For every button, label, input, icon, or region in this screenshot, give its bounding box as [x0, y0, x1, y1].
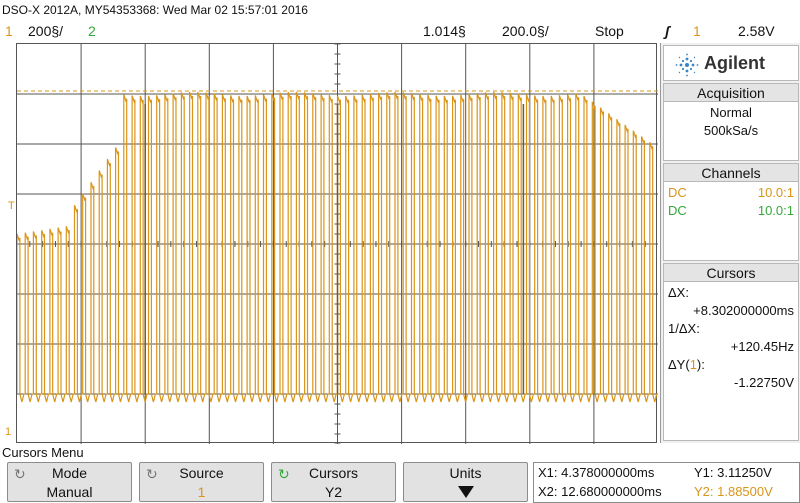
- instrument-info: DSO-X 2012A, MY54353368: Wed Mar 02 15:5…: [2, 3, 308, 17]
- cursors-value: Y2: [324, 484, 343, 500]
- timebase-value[interactable]: 1.014§: [423, 23, 466, 39]
- trigger-channel[interactable]: 1: [693, 23, 701, 39]
- ch1-setup-row: DC 10.0:1: [664, 184, 798, 202]
- brand-block: Agilent: [663, 45, 799, 81]
- ch2-probe: 10.0:1: [757, 203, 794, 218]
- mode-softkey[interactable]: ↻ Mode Manual: [7, 462, 132, 502]
- source-value: 1: [197, 484, 206, 500]
- trigger-level[interactable]: 2.58V: [738, 23, 775, 39]
- channels-block: Channels DC 10.0:1 DC 10.0:1: [663, 163, 799, 261]
- channels-title: Channels: [664, 164, 798, 182]
- delta-y-value: -1.22750V: [734, 375, 794, 390]
- delta-y-prefix: ΔY(: [668, 357, 690, 372]
- ch2-coupling: DC: [668, 203, 687, 218]
- brand-name: Agilent: [704, 53, 765, 73]
- delta-y-label: ΔY(1):: [664, 356, 798, 374]
- units-label: Units: [449, 465, 482, 481]
- ch2-number[interactable]: 2: [88, 23, 96, 39]
- trigger-level-marker[interactable]: T: [8, 200, 15, 212]
- delay-value[interactable]: 200.0§/: [502, 23, 549, 39]
- waveform-display[interactable]: [16, 43, 658, 444]
- x2-readout: X2: 12.680000000ms: [538, 484, 662, 499]
- cursors-title: Cursors: [664, 264, 798, 282]
- y1-readout: Y1: 3.11250V: [694, 465, 772, 480]
- mode-value: Manual: [46, 484, 93, 500]
- run-state[interactable]: Stop: [595, 23, 624, 39]
- ch2-setup-row: DC 10.0:1: [664, 202, 798, 220]
- x1-readout: X1: 4.378000000ms: [538, 465, 655, 480]
- sample-rate: 500kSa/s: [703, 123, 759, 138]
- rotate-icon: ↻: [278, 466, 290, 482]
- delta-y-channel: 1: [689, 357, 697, 372]
- ch1-coupling: DC: [668, 185, 687, 200]
- delta-x-value: +8.302000000ms: [693, 303, 794, 318]
- ch1-probe: 10.0:1: [757, 185, 794, 200]
- inverse-delta-x-label: 1/ΔX:: [668, 321, 700, 336]
- acquisition-block: Acquisition Normal 500kSa/s: [663, 83, 799, 161]
- cursors-label: Cursors: [308, 465, 358, 481]
- y2-readout: Y2: 1.88500V: [694, 484, 773, 499]
- cursors-softkey[interactable]: ↻ Cursors Y2: [271, 462, 396, 502]
- delta-x-label: ΔX:: [668, 285, 689, 300]
- ch1-ground-marker[interactable]: 1: [5, 426, 12, 438]
- cursors-block: Cursors ΔX: +8.302000000ms 1/ΔX: +120.45…: [663, 263, 799, 441]
- menu-title: Cursors Menu: [2, 445, 84, 460]
- rotate-icon: ↻: [146, 466, 158, 482]
- acquisition-mode: Normal: [710, 105, 752, 120]
- starburst-logo-icon: [675, 53, 699, 77]
- mode-label: Mode: [51, 465, 88, 481]
- rotate-icon: ↻: [14, 466, 26, 482]
- ch1-scale[interactable]: 200§/: [28, 23, 64, 39]
- cursor-readout: X1: 4.378000000ms X2: 12.680000000ms Y1:…: [533, 462, 800, 503]
- submenu-arrow-icon: [457, 486, 474, 498]
- acquisition-title: Acquisition: [664, 84, 798, 102]
- inverse-delta-x-value: +120.45Hz: [730, 339, 794, 354]
- trigger-edge-icon: ʃ: [665, 23, 670, 39]
- cursor-lines[interactable]: [144, 104, 525, 394]
- units-softkey[interactable]: Units: [403, 462, 528, 502]
- waveform-svg: [17, 44, 658, 444]
- status-bar: 1 200§/ 2 1.014§ 200.0§/ Stop ʃ 1 2.58V: [0, 20, 800, 42]
- source-softkey[interactable]: ↻ Source 1: [139, 462, 264, 502]
- title-bar: DSO-X 2012A, MY54353368: Wed Mar 02 15:5…: [0, 0, 800, 20]
- info-panel: Agilent Acquisition Normal 500kSa/s Chan…: [660, 43, 800, 443]
- source-label: Source: [179, 465, 224, 481]
- delta-y-suffix: ):: [696, 357, 705, 372]
- ch1-number[interactable]: 1: [5, 23, 13, 39]
